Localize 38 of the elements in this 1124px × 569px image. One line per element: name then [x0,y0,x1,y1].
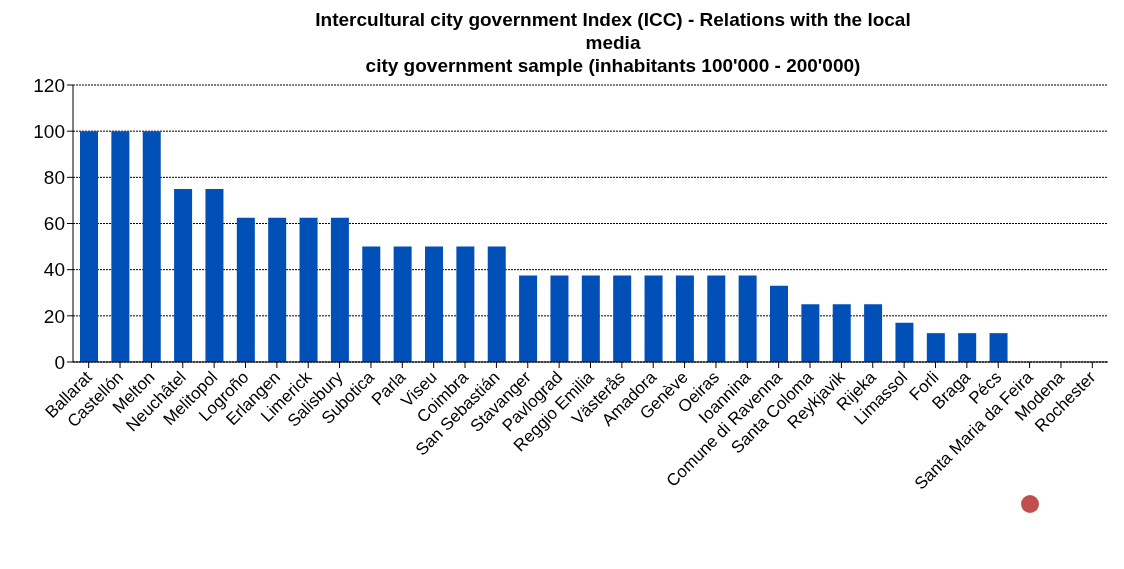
y-tick-label: 20 [43,305,65,327]
bar [864,304,883,362]
bar [707,275,726,362]
bar [738,275,757,362]
bar [330,217,349,362]
bar [456,246,475,362]
bar [895,322,914,362]
bar [299,217,318,362]
bar [801,304,820,362]
bar [487,246,506,362]
y-tick-label: 100 [33,120,65,142]
bar [644,275,663,362]
y-tick-label: 0 [54,351,65,373]
bar [770,285,788,362]
bar [926,333,945,362]
bar [236,217,255,362]
bar [393,246,412,362]
bar [205,188,224,362]
y-tick-label: 40 [43,259,65,281]
bar [581,275,600,362]
y-tick-label: 120 [33,74,65,96]
bar [111,131,130,362]
chart-subtitle: city government sample (inhabitants 100'000 - 200'000) [364,54,862,77]
bar [550,275,569,362]
bar [519,275,538,362]
bar [613,275,632,362]
bar [80,131,98,362]
bar [989,333,1008,362]
bar [268,217,287,362]
bar [362,246,381,362]
y-tick-label: 60 [43,213,65,235]
bar [174,188,193,362]
bar [958,333,977,362]
bar [675,275,694,362]
bar [142,131,161,362]
bar [425,246,443,362]
y-tick-label: 80 [43,167,65,189]
bar [832,304,851,362]
